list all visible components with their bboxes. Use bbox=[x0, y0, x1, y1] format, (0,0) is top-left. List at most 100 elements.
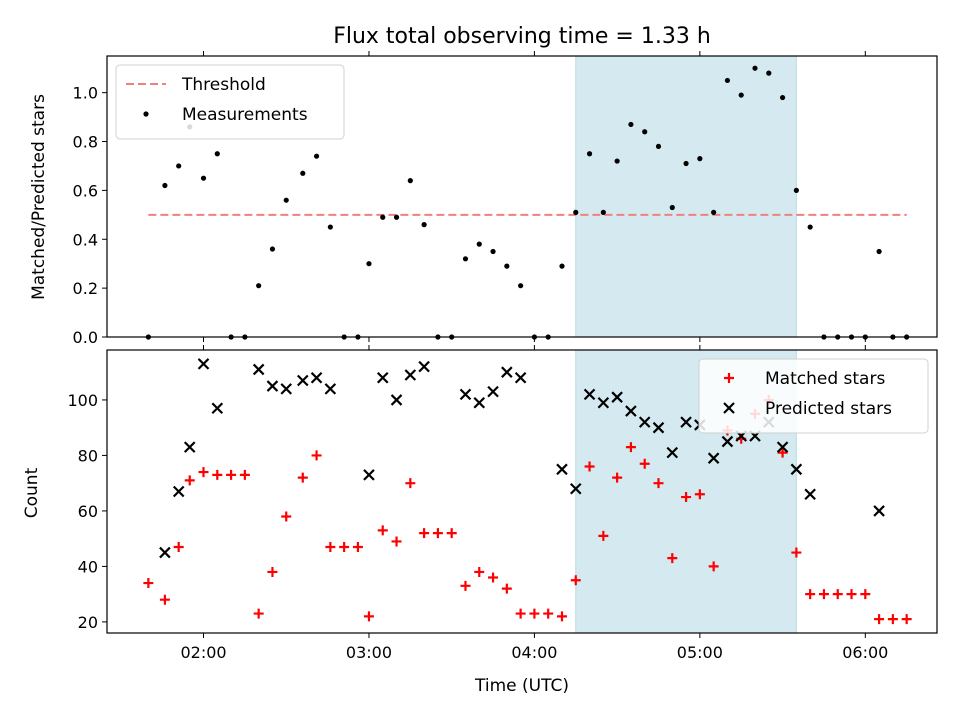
data-point bbox=[473, 396, 486, 409]
data-point bbox=[487, 385, 499, 398]
data-point bbox=[311, 450, 322, 461]
data-point bbox=[556, 611, 567, 622]
data-point bbox=[901, 614, 912, 625]
data-point bbox=[639, 458, 650, 469]
data-point bbox=[793, 187, 799, 193]
ratio-panel: 0.0 0.2 0.4 0.6 0.8 1.0 Threshold Measurements bbox=[73, 51, 938, 347]
data-point bbox=[226, 469, 237, 480]
data-point bbox=[598, 530, 609, 541]
data-point bbox=[518, 283, 524, 289]
legend: Threshold Measurements bbox=[115, 64, 345, 140]
legend-label: Threshold bbox=[181, 75, 266, 95]
y-tick-label: 20 bbox=[78, 613, 98, 632]
data-point bbox=[211, 402, 224, 415]
data-point bbox=[407, 178, 413, 184]
data-point bbox=[638, 416, 651, 428]
x-tick-label: 02:00 bbox=[180, 643, 226, 662]
data-point bbox=[504, 263, 510, 269]
data-point bbox=[391, 536, 402, 547]
data-point bbox=[490, 248, 496, 255]
data-point bbox=[352, 541, 363, 552]
data-point bbox=[655, 143, 662, 150]
observing-window-span bbox=[575, 55, 797, 338]
data-point bbox=[421, 222, 427, 228]
data-point bbox=[253, 608, 264, 619]
data-point bbox=[197, 358, 210, 370]
data-point bbox=[377, 525, 388, 536]
data-point bbox=[711, 209, 717, 215]
data-point bbox=[172, 485, 185, 498]
data-point bbox=[876, 248, 882, 255]
y-tick-label: 0.4 bbox=[73, 230, 98, 249]
x-axis-label: Time (UTC) bbox=[474, 676, 569, 696]
data-point bbox=[363, 469, 375, 481]
y-tick-label: 0.0 bbox=[73, 328, 98, 347]
data-point bbox=[200, 175, 207, 181]
data-point bbox=[653, 478, 664, 489]
data-point bbox=[860, 589, 871, 600]
data-point bbox=[832, 589, 843, 600]
data-point bbox=[404, 369, 417, 381]
legend-box bbox=[115, 64, 345, 140]
data-point bbox=[570, 575, 581, 586]
count-panel: 20 40 60 80 100 02:00 03:00 04:00 05:00 06:00 Matc… bbox=[67, 345, 938, 662]
data-point bbox=[173, 541, 184, 552]
y-tick-label: 40 bbox=[78, 557, 98, 576]
data-point bbox=[569, 482, 582, 495]
data-point bbox=[791, 547, 802, 558]
data-point bbox=[256, 283, 262, 289]
data-point bbox=[738, 92, 744, 98]
data-point bbox=[405, 478, 416, 489]
x-tick-label: 05:00 bbox=[677, 643, 723, 662]
data-point bbox=[376, 371, 389, 384]
data-point bbox=[625, 405, 637, 417]
data-point bbox=[694, 489, 705, 500]
data-point bbox=[418, 360, 430, 373]
data-point bbox=[159, 546, 171, 559]
data-point bbox=[584, 461, 595, 472]
y-tick-label: 60 bbox=[78, 502, 98, 521]
data-point bbox=[390, 394, 403, 406]
data-point bbox=[873, 505, 885, 517]
data-point bbox=[666, 446, 679, 459]
data-point bbox=[846, 589, 857, 600]
y-tick-label: 100 bbox=[67, 391, 98, 410]
data-point bbox=[874, 614, 885, 625]
data-point bbox=[214, 151, 220, 157]
x-tick-label: 03:00 bbox=[346, 643, 392, 662]
data-point bbox=[708, 561, 719, 572]
legend-label: Measurements bbox=[182, 105, 308, 125]
data-point bbox=[514, 371, 527, 384]
axes-frame bbox=[106, 349, 938, 634]
data-point bbox=[366, 261, 372, 267]
data-point bbox=[363, 611, 374, 622]
data-point bbox=[159, 594, 170, 605]
data-point bbox=[501, 366, 513, 378]
data-point bbox=[212, 469, 223, 480]
data-point bbox=[184, 475, 195, 486]
legend-box bbox=[698, 358, 929, 434]
bottom-y-axis-label: Count bbox=[22, 467, 42, 518]
data-point bbox=[777, 447, 788, 458]
data-point bbox=[681, 492, 692, 503]
data-point bbox=[281, 511, 292, 522]
data-point bbox=[556, 463, 568, 476]
data-point bbox=[474, 566, 485, 577]
data-point bbox=[176, 163, 182, 169]
legend-label: Predicted stars bbox=[765, 399, 892, 419]
data-point bbox=[721, 435, 734, 448]
data-point bbox=[143, 578, 154, 589]
data-point bbox=[310, 371, 323, 384]
x-tick-label: 06:00 bbox=[842, 643, 888, 662]
data-point bbox=[680, 416, 692, 428]
data-point bbox=[573, 209, 579, 215]
data-point bbox=[239, 469, 250, 480]
data-point bbox=[628, 121, 634, 128]
data-point bbox=[488, 572, 499, 583]
data-point bbox=[887, 614, 898, 625]
data-point bbox=[419, 528, 430, 539]
data-point bbox=[612, 472, 623, 483]
data-point bbox=[614, 158, 620, 164]
data-point bbox=[283, 197, 289, 203]
